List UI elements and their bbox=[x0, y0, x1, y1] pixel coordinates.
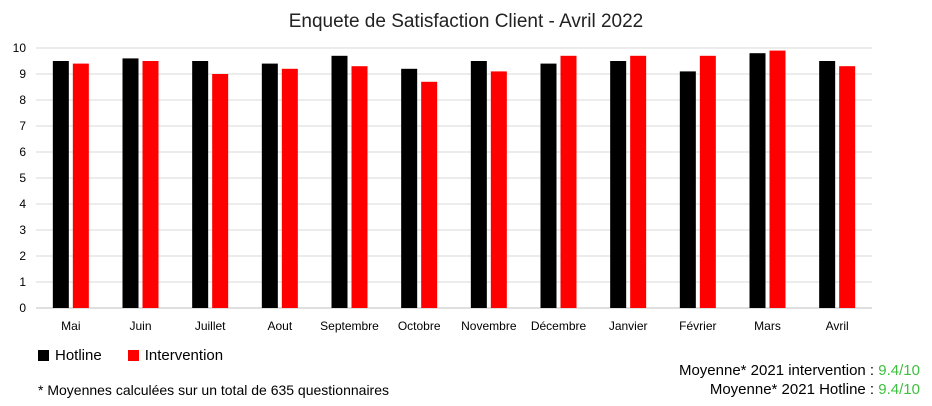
bar-intervention-8 bbox=[630, 55, 647, 308]
bar-hotline-4 bbox=[331, 55, 348, 308]
y-tick-label: 6 bbox=[19, 145, 26, 159]
bar-hotline-7 bbox=[540, 63, 557, 308]
bar-hotline-1 bbox=[122, 58, 139, 309]
legend-swatch-intervention bbox=[127, 350, 139, 361]
x-tick-label: Décembre bbox=[531, 319, 587, 333]
average-intervention-label: Moyenne* 2021 intervention : bbox=[678, 362, 879, 379]
average-hotline: Moyenne* 2021 Hotline : 9.4/10 bbox=[679, 380, 920, 399]
bar-intervention-7 bbox=[560, 55, 577, 308]
x-tick-label: Aout bbox=[267, 319, 292, 333]
y-tick-label: 4 bbox=[19, 197, 26, 211]
chart-title: Enquete de Satisfaction Client - Avril 2… bbox=[289, 11, 644, 32]
x-axis: Mai Juin Juillet Aout Septembre Octobre Novemb… bbox=[61, 319, 849, 333]
bar-hotline-9 bbox=[679, 71, 696, 309]
average-intervention-value: 9.4/10 bbox=[878, 362, 920, 379]
legend: Hotline Intervention bbox=[38, 347, 249, 364]
bar-chart: Enquete de Satisfaction Client - Avril 2… bbox=[13, 11, 872, 333]
bar-intervention-0 bbox=[72, 63, 89, 308]
legend-item-intervention: Intervention bbox=[127, 347, 224, 364]
x-tick-label: Avril bbox=[826, 319, 849, 333]
y-tick-label: 3 bbox=[19, 223, 26, 237]
averages: Moyenne* 2021 intervention : 9.4/10 Moye… bbox=[679, 361, 920, 399]
y-axis: 0 1 2 3 4 5 6 7 8 9 10 bbox=[13, 41, 27, 315]
y-tick-label: 2 bbox=[19, 249, 26, 263]
x-tick-label: Novembre bbox=[461, 319, 517, 333]
x-tick-label: Juillet bbox=[195, 319, 226, 333]
bar-hotline-5 bbox=[401, 68, 418, 308]
bar-hotline-10 bbox=[749, 53, 766, 309]
gridlines bbox=[36, 47, 872, 309]
bar-hotline-3 bbox=[261, 63, 278, 308]
legend-label-hotline: Hotline bbox=[55, 347, 102, 364]
bar-intervention-5 bbox=[421, 81, 438, 308]
bar-intervention-2 bbox=[212, 74, 229, 308]
average-intervention: Moyenne* 2021 intervention : 9.4/10 bbox=[679, 361, 920, 380]
bar-intervention-4 bbox=[351, 66, 368, 308]
legend-swatch-hotline bbox=[38, 350, 49, 361]
x-tick-label: Février bbox=[679, 319, 716, 333]
bar-hotline-8 bbox=[610, 61, 627, 308]
footnote: * Moyennes calculées sur un total de 635… bbox=[38, 382, 389, 398]
x-tick-label: Septembre bbox=[320, 319, 379, 333]
y-tick-label: 7 bbox=[19, 119, 26, 133]
x-tick-label: Mai bbox=[61, 319, 80, 333]
bar-intervention-3 bbox=[281, 68, 298, 308]
x-tick-label: Octobre bbox=[398, 319, 441, 333]
bar-intervention-9 bbox=[699, 55, 716, 308]
bar-hotline-0 bbox=[52, 61, 69, 308]
bar-intervention-11 bbox=[839, 66, 856, 308]
bar-intervention-6 bbox=[490, 71, 507, 309]
bars bbox=[52, 50, 856, 309]
y-tick-label: 8 bbox=[19, 93, 26, 107]
legend-label-intervention: Intervention bbox=[144, 347, 224, 364]
x-tick-label: Juin bbox=[129, 319, 151, 333]
bar-hotline-11 bbox=[819, 61, 836, 308]
average-hotline-label: Moyenne* 2021 Hotline : bbox=[709, 381, 879, 398]
y-tick-label: 5 bbox=[19, 171, 26, 185]
x-tick-label: Janvier bbox=[609, 319, 648, 333]
bar-intervention-1 bbox=[142, 61, 159, 308]
bar-hotline-6 bbox=[470, 61, 487, 308]
x-tick-label: Mars bbox=[754, 319, 781, 333]
y-tick-label: 9 bbox=[19, 67, 26, 81]
legend-item-hotline: Hotline bbox=[38, 347, 102, 364]
y-tick-label: 1 bbox=[19, 275, 26, 289]
y-tick-label: 0 bbox=[19, 301, 26, 315]
bar-intervention-10 bbox=[769, 50, 786, 308]
y-tick-label: 10 bbox=[13, 41, 27, 55]
average-hotline-value: 9.4/10 bbox=[878, 381, 920, 398]
bar-hotline-2 bbox=[192, 61, 209, 308]
